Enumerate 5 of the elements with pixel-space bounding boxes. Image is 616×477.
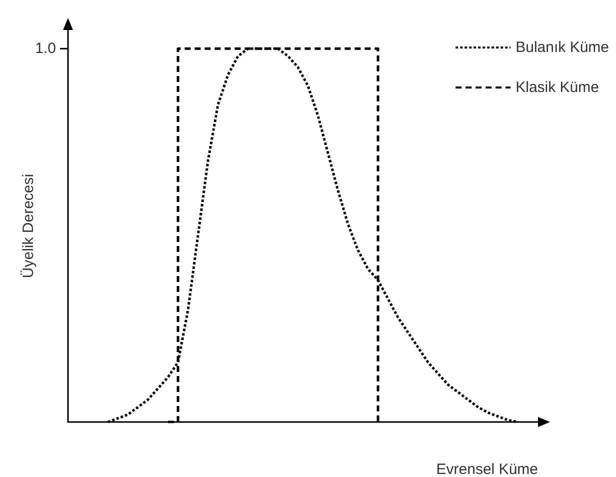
text: 1.0: [35, 40, 56, 58]
x-axis-title: Evrensel Küme: [436, 461, 538, 477]
legend-label: Klasik Küme: [516, 79, 599, 96]
y-axis-title: Üyelik Derecesi: [20, 174, 37, 278]
legend-label: Bulanık Küme: [516, 39, 610, 56]
